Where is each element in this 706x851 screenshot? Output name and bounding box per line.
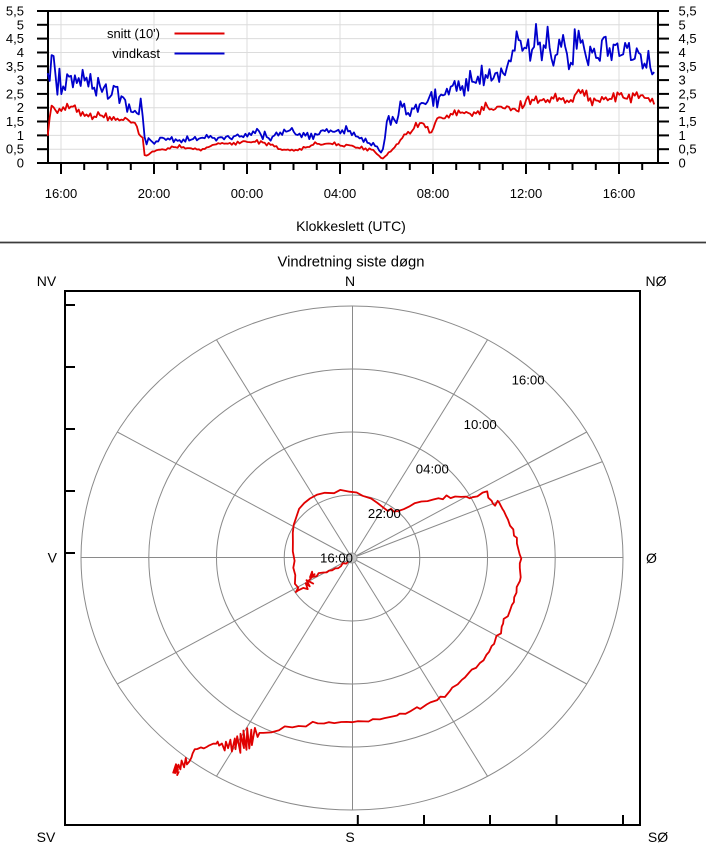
svg-text:Ø: Ø — [646, 550, 657, 566]
svg-text:3: 3 — [17, 73, 24, 88]
svg-text:4: 4 — [679, 45, 686, 60]
svg-text:S: S — [345, 829, 354, 845]
svg-text:4: 4 — [17, 45, 24, 60]
svg-text:4,5: 4,5 — [6, 31, 24, 46]
svg-text:16:00: 16:00 — [45, 186, 78, 201]
svg-text:16:00: 16:00 — [603, 186, 636, 201]
svg-text:4,5: 4,5 — [679, 31, 697, 46]
svg-text:5: 5 — [17, 17, 24, 32]
svg-text:vindkast: vindkast — [112, 46, 160, 61]
svg-text:0: 0 — [17, 156, 24, 171]
svg-text:1,5: 1,5 — [6, 114, 24, 129]
svg-text:2: 2 — [679, 100, 686, 115]
svg-text:N: N — [345, 273, 355, 289]
svg-text:1: 1 — [17, 128, 24, 143]
svg-text:NV: NV — [37, 273, 57, 289]
svg-text:04:00: 04:00 — [324, 186, 357, 201]
svg-text:snitt (10'): snitt (10') — [107, 26, 160, 41]
svg-text:0,5: 0,5 — [6, 142, 24, 157]
svg-text:5,5: 5,5 — [679, 4, 697, 19]
svg-text:5,5: 5,5 — [6, 4, 24, 19]
svg-text:3,5: 3,5 — [6, 59, 24, 74]
svg-text:22:00: 22:00 — [368, 506, 401, 521]
svg-text:2,5: 2,5 — [679, 86, 697, 101]
svg-text:16:00: 16:00 — [320, 551, 353, 566]
svg-text:0,5: 0,5 — [679, 142, 697, 157]
svg-text:SØ: SØ — [648, 829, 668, 845]
svg-text:2: 2 — [17, 100, 24, 115]
svg-text:3: 3 — [679, 73, 686, 88]
svg-text:10:00: 10:00 — [464, 417, 497, 432]
svg-text:SV: SV — [37, 829, 56, 845]
svg-text:3,5: 3,5 — [679, 59, 697, 74]
svg-text:2,5: 2,5 — [6, 86, 24, 101]
svg-text:16:00: 16:00 — [512, 372, 545, 387]
svg-text:Vindretning siste døgn: Vindretning siste døgn — [278, 255, 425, 271]
svg-text:00:00: 00:00 — [231, 186, 264, 201]
svg-text:12:00: 12:00 — [510, 186, 543, 201]
svg-text:1: 1 — [679, 128, 686, 143]
svg-text:0: 0 — [679, 156, 686, 171]
svg-text:5: 5 — [679, 17, 686, 32]
svg-text:Klokkeslett (UTC): Klokkeslett (UTC) — [296, 218, 406, 234]
svg-text:04:00: 04:00 — [416, 461, 449, 476]
svg-text:20:00: 20:00 — [138, 186, 171, 201]
svg-text:1,5: 1,5 — [679, 114, 697, 129]
svg-text:V: V — [48, 550, 58, 566]
svg-text:08:00: 08:00 — [417, 186, 450, 201]
svg-text:NØ: NØ — [646, 273, 667, 289]
